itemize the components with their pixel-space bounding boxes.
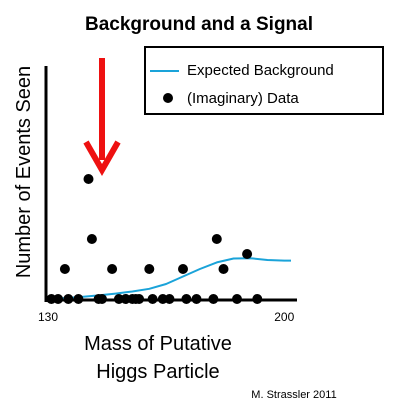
x-tick-labels: 130 200 [38, 310, 295, 324]
data-point [218, 264, 229, 274]
background-curve-layer [51, 257, 291, 300]
signal-arrow [83, 58, 121, 177]
data-point [242, 249, 253, 259]
legend-dot-swatch [163, 93, 173, 103]
data-point [232, 294, 242, 304]
data-point [147, 294, 158, 304]
data-point [191, 294, 202, 304]
legend-label-background: Expected Background [187, 62, 334, 79]
data-points-layer [46, 174, 263, 304]
legend-label-data: (Imaginary) Data [187, 90, 299, 107]
chart-title: Background and a Signal [85, 14, 313, 35]
data-point [144, 264, 155, 274]
data-point [208, 294, 219, 304]
x-tick-label: 200 [274, 310, 294, 324]
data-point [83, 174, 94, 184]
legend-box [144, 46, 384, 115]
signal-arrow-head [83, 140, 121, 177]
y-axis-label: Number of Events Seen [13, 66, 35, 278]
data-point [97, 294, 107, 304]
x-axis-label-line-1: Mass of Putative [84, 333, 232, 355]
data-point [211, 234, 222, 244]
data-point [134, 294, 145, 304]
data-point [86, 234, 97, 244]
data-point [164, 294, 175, 304]
data-point [53, 294, 64, 304]
data-point [73, 294, 84, 304]
data-point [178, 264, 188, 274]
data-point [107, 264, 118, 274]
data-point [63, 294, 74, 304]
background-curve [51, 257, 291, 300]
x-axis-label-line-2: Higgs Particle [96, 361, 219, 383]
data-point [59, 264, 70, 274]
credit-text: M. Strassler 2011 [251, 389, 336, 401]
data-point [181, 294, 192, 304]
x-tick-label: 130 [38, 310, 58, 324]
data-point [252, 294, 263, 304]
